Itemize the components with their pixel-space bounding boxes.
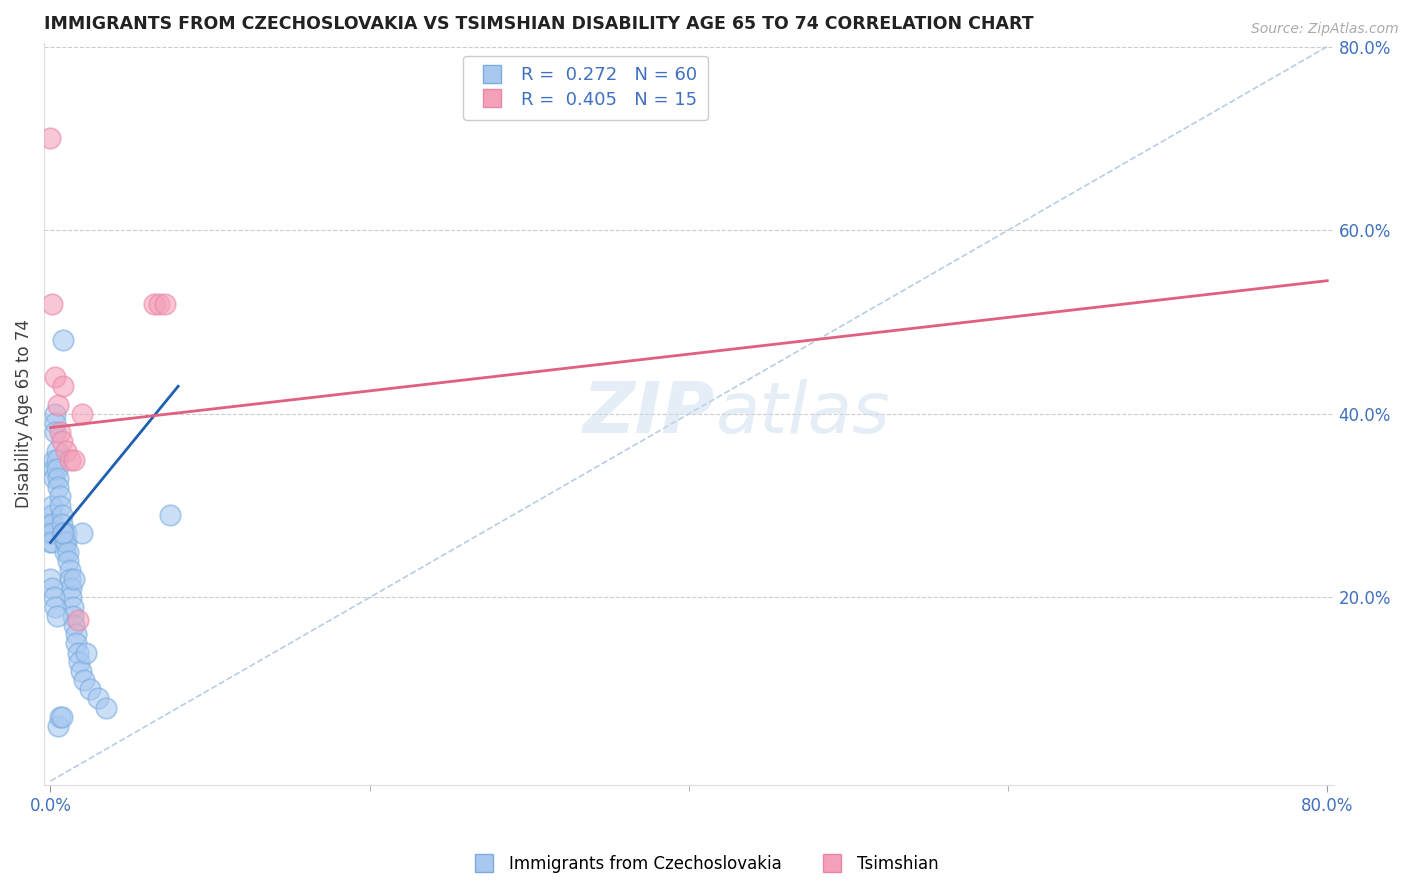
Point	[44, 370, 66, 384]
Point	[49, 490, 72, 504]
Point	[59, 563, 82, 577]
Point	[55, 535, 77, 549]
Point	[60, 581, 83, 595]
Point	[49, 425, 72, 440]
Point	[44, 407, 66, 421]
Point	[63, 618, 86, 632]
Point	[55, 526, 77, 541]
Point	[51, 516, 73, 531]
Text: atlas: atlas	[714, 379, 889, 449]
Point	[41, 296, 63, 310]
Point	[62, 608, 84, 623]
Point	[79, 682, 101, 697]
Point	[45, 608, 67, 623]
Point	[52, 526, 75, 541]
Point	[39, 526, 62, 541]
Point	[49, 710, 72, 724]
Legend: Immigrants from Czechoslovakia, Tsimshian: Immigrants from Czechoslovakia, Tsimshia…	[461, 848, 945, 880]
Point	[48, 398, 70, 412]
Point	[66, 614, 89, 628]
Point	[53, 544, 76, 558]
Point	[39, 516, 62, 531]
Point	[42, 452, 65, 467]
Point	[155, 296, 177, 310]
Point	[52, 526, 75, 541]
Point	[56, 544, 79, 558]
Point	[52, 334, 75, 348]
Point	[67, 655, 90, 669]
Point	[51, 434, 73, 449]
Y-axis label: Disability Age 65 to 74: Disability Age 65 to 74	[15, 319, 32, 508]
Point	[65, 627, 87, 641]
Point	[41, 526, 63, 541]
Point	[63, 572, 86, 586]
Point	[72, 407, 94, 421]
Point	[148, 296, 170, 310]
Legend: R =  0.272   N = 60, R =  0.405   N = 15: R = 0.272 N = 60, R = 0.405 N = 15	[464, 55, 709, 120]
Point	[55, 443, 77, 458]
Point	[72, 526, 94, 541]
Point	[41, 535, 63, 549]
Text: Source: ZipAtlas.com: Source: ZipAtlas.com	[1251, 22, 1399, 37]
Point	[45, 452, 67, 467]
Point	[52, 379, 75, 393]
Point	[49, 499, 72, 513]
Point	[48, 480, 70, 494]
Point	[45, 462, 67, 476]
Point	[51, 508, 73, 522]
Point	[51, 710, 73, 724]
Point	[73, 673, 96, 687]
Point	[42, 462, 65, 476]
Point	[48, 719, 70, 733]
Point	[41, 508, 63, 522]
Point	[53, 535, 76, 549]
Point	[44, 425, 66, 440]
Point	[96, 700, 118, 714]
Point	[143, 296, 166, 310]
Text: ZIP: ZIP	[582, 379, 714, 449]
Point	[41, 581, 63, 595]
Point	[42, 471, 65, 485]
Point	[63, 452, 86, 467]
Point	[75, 646, 97, 660]
Point	[60, 591, 83, 605]
Point	[41, 499, 63, 513]
Point	[69, 664, 91, 678]
Point	[59, 452, 82, 467]
Point	[159, 508, 181, 522]
Point	[39, 572, 62, 586]
Point	[41, 516, 63, 531]
Point	[39, 131, 62, 145]
Point	[44, 599, 66, 614]
Text: IMMIGRANTS FROM CZECHOSLOVAKIA VS TSIMSHIAN DISABILITY AGE 65 TO 74 CORRELATION : IMMIGRANTS FROM CZECHOSLOVAKIA VS TSIMSH…	[44, 15, 1033, 33]
Point	[56, 554, 79, 568]
Point	[48, 471, 70, 485]
Point	[87, 691, 110, 706]
Point	[42, 591, 65, 605]
Point	[66, 646, 89, 660]
Point	[62, 599, 84, 614]
Point	[44, 416, 66, 430]
Point	[39, 535, 62, 549]
Point	[59, 572, 82, 586]
Point	[45, 443, 67, 458]
Point	[65, 636, 87, 650]
